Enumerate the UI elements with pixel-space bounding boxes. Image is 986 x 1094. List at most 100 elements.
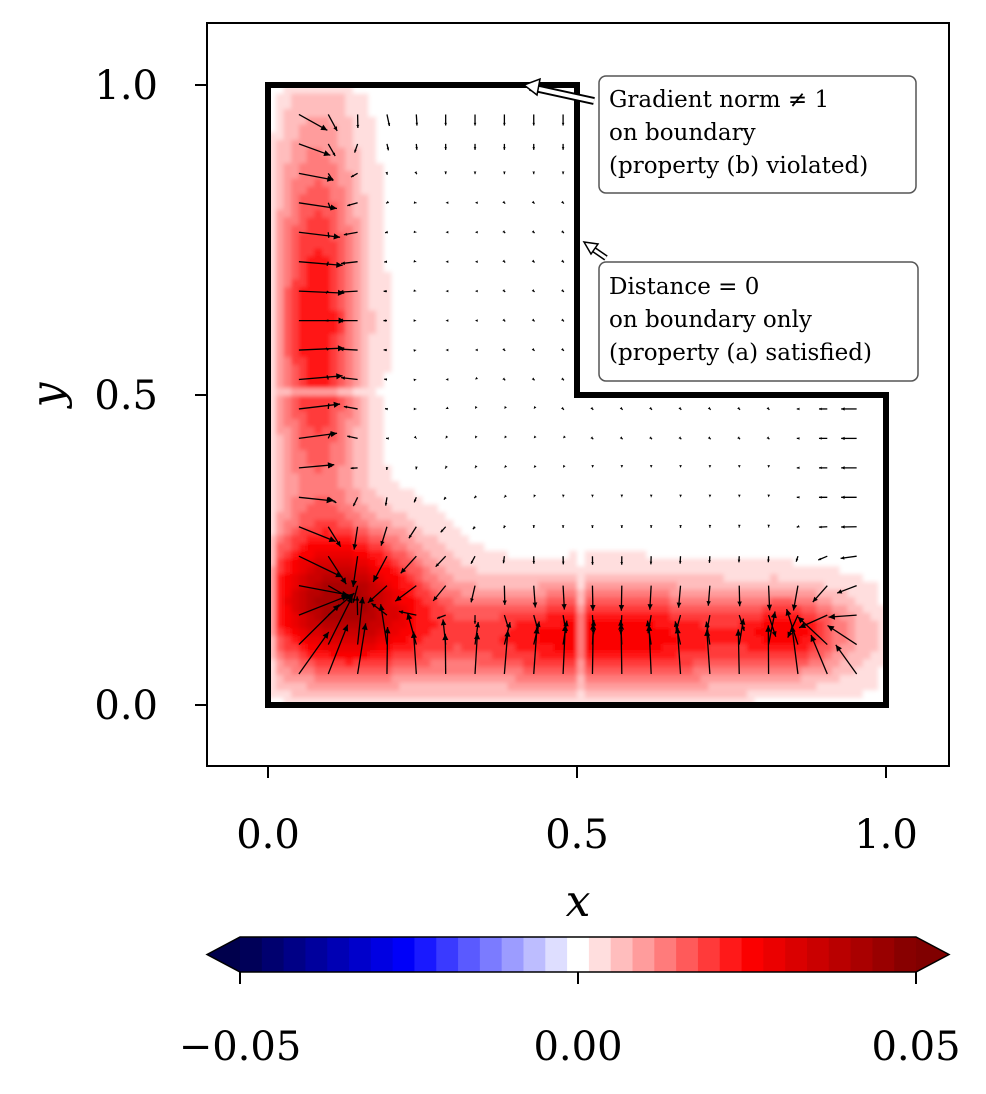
annotation-line-1: Gradient norm ≠ 1 [609,87,829,113]
quiver-arrow [561,143,565,150]
colorbar-segment [414,937,437,972]
quiver-arrow [619,406,624,411]
quiver-arrow [343,405,358,410]
quiver-arrow [445,348,449,352]
quiver-arrow [817,555,828,561]
colorbar-segment [436,937,459,972]
quiver-arrow [298,631,330,675]
quiver-arrow [708,465,712,468]
quiver-arrow [502,556,506,564]
quiver-arrow [707,406,712,411]
quiver-arrow [394,585,417,602]
quiver-arrow [737,556,741,563]
quiver-arrow [767,614,777,637]
quiver-arrow [298,526,336,543]
quiver-arrow [383,348,388,352]
quiver-arrow [795,556,799,562]
quiver-arrow [327,555,347,585]
quiver-arrow [561,200,565,205]
x-tick-label: 1.0 [854,812,918,858]
annotation-arrowhead-distance [582,241,600,256]
quiver-arrow [384,497,388,506]
annotation-box-distance [598,261,919,382]
quiver-arrow [413,497,417,503]
quiver-arrow [327,526,342,548]
quiver-arrow [841,495,857,499]
quiver-arrow [708,524,712,528]
quiver-arrow [386,437,389,440]
quiver-arrow [413,378,417,382]
colorbar-extend-low [207,937,240,972]
quiver-arrow [562,464,566,469]
quiver-arrow [475,230,478,234]
colorbar-segment [850,937,873,972]
quiver-arrow [532,114,536,126]
quiver-arrow [386,114,391,127]
quiver-arrow [338,318,358,323]
quiver-arrow [298,143,331,157]
quiver-arrow [385,200,390,204]
colorbar-segment [479,937,503,972]
quiver-arrow [367,585,388,604]
annotation-gradient-norm: Gradient norm ≠ 1 on boundary (property … [522,75,917,194]
colorbar-segment [741,937,764,972]
quiver-arrow [413,435,418,440]
quiver-arrow [415,466,418,470]
quiver-arrow [841,525,857,529]
quiver-arrow [432,585,447,602]
quiver-arrow [738,618,746,645]
quiver-arrow [347,435,358,440]
quiver-arrow [502,200,506,205]
quiver-arrow [503,465,508,469]
quiver-arrow [531,318,535,322]
quiver-arrow [561,171,565,175]
quiver-arrow [339,347,358,352]
quiver-arrow [708,494,712,498]
quiver-arrow [502,259,506,263]
quiver-arrow [503,614,509,629]
quiver-arrow [841,466,857,470]
quiver-arrow [298,585,349,597]
quiver-arrow [561,556,565,565]
colorbar-segments [240,937,917,972]
quiver-arrow [503,525,507,529]
quiver-arrow [327,232,330,238]
quiver-arrow [649,436,653,440]
quiver-arrow [765,625,772,675]
quiver-arrow [531,289,535,293]
quiver-arrow [413,289,417,292]
quiver-arrow [502,289,506,293]
quiver-arrow [503,494,507,498]
quiver-arrow [384,626,391,675]
quiver-arrow [440,526,447,533]
annotation-line-2: on boundary [609,120,756,146]
quiver-arrow [679,525,682,528]
quiver-arrow [735,629,742,675]
quiver-arrow [445,230,449,234]
quiver-arrow [413,349,417,352]
quiver-arrow [738,494,741,498]
quiver-arrow [502,377,506,381]
quiver-arrow [533,464,537,469]
quiver-arrow [325,290,329,294]
quiver-arrow [356,596,366,645]
quiver-arrow [766,406,770,411]
colorbar-segment [872,937,895,972]
quiver-arrow [591,494,594,498]
quiver-arrow [561,525,565,528]
quiver-arrow [444,143,447,150]
quiver-arrow [352,585,359,603]
quiver-arrow [679,494,682,498]
quiver-arrow [371,602,388,616]
quiver-arrow [327,432,332,439]
y-axis-ticks: 0.0 0.5 1.0 [94,63,207,729]
quiver-arrow [406,612,417,645]
quiver-arrow [796,437,800,440]
quiver-arrow [791,585,799,611]
quiver-arrow [436,614,446,619]
colorbar-segment [676,937,699,972]
quiver-arrow [385,467,389,470]
quiver-arrow [353,143,359,153]
quiver-arrow [798,614,828,629]
quiver-arrow [473,143,477,150]
